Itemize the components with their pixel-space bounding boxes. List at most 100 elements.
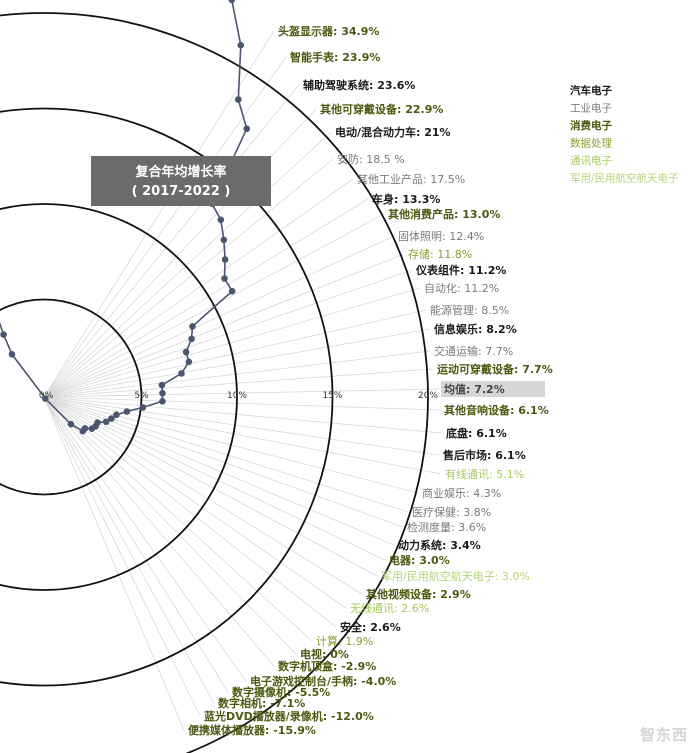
data-point <box>88 425 96 432</box>
data-point <box>221 256 229 263</box>
category-labels: 头盔显示器: 34.9% 智能手表: 23.9% 辅助驾驶系统: 23.6% 其他可穿… <box>188 24 553 737</box>
category-label: 均值: 7.2% <box>444 382 505 396</box>
spoke <box>43 309 427 398</box>
legend-item-consumer: 消费电子 <box>570 119 612 132</box>
tick-label: 10% <box>227 391 247 401</box>
spoke <box>43 396 386 561</box>
spoke <box>43 269 413 398</box>
category-label: 数字相机: -7.1% <box>218 696 305 710</box>
title-box: 复合年均增长率 ( 2017-2022 ) <box>91 156 271 206</box>
data-point <box>185 358 193 366</box>
spoke <box>43 108 317 398</box>
data-point <box>102 418 110 426</box>
category-label: 车身: 13.3% <box>372 192 440 206</box>
category-label: 蓝光DVD播放器/录像机: -12.0% <box>204 709 374 723</box>
category-label: 电子游戏控制台/手柄: -4.0% <box>250 674 396 688</box>
category-label: 信息娱乐: 8.2% <box>434 322 517 336</box>
category-label: 其他可穿戴设备: 22.9% <box>320 102 443 116</box>
rings <box>0 12 429 753</box>
category-label: 计算: 1.9% <box>316 634 373 648</box>
category-label: 头盔显示器: 34.9% <box>278 24 379 38</box>
spoke <box>43 396 442 475</box>
spoke <box>43 84 300 398</box>
chart-subtitle: ( 2017-2022 ) <box>132 184 231 199</box>
spoke <box>43 396 201 717</box>
tick-label: 15% <box>322 391 342 401</box>
data-point <box>108 415 115 422</box>
data-point <box>67 420 75 428</box>
spoke <box>43 396 347 609</box>
data-point <box>237 41 245 49</box>
spoke <box>43 396 378 577</box>
category-label: 数字摄像机: -5.5% <box>232 685 330 699</box>
spoke <box>43 158 334 398</box>
data-point <box>189 323 196 330</box>
data-point <box>113 411 120 419</box>
tick-label: 5% <box>134 391 149 401</box>
category-label: 其他音响设备: 6.1% <box>444 403 549 417</box>
spoke <box>43 30 275 398</box>
data-point <box>228 0 236 4</box>
data-point <box>235 96 242 103</box>
spoke <box>43 396 337 628</box>
spoke <box>43 178 354 398</box>
spoke <box>43 396 440 456</box>
category-label: 交通运输: 7.7% <box>434 344 513 358</box>
spoke <box>43 396 229 693</box>
data-point <box>220 236 228 244</box>
category-label: 动力系统: 3.4% <box>398 538 481 552</box>
category-label: 检测度量: 3.6% <box>407 520 486 534</box>
spoke <box>43 287 421 398</box>
spoke <box>43 198 369 398</box>
ring-20 <box>0 12 429 753</box>
data-point <box>228 287 236 295</box>
spoke <box>43 396 215 704</box>
spoke <box>43 56 287 398</box>
category-label: 售后市场: 6.1% <box>442 448 526 462</box>
mean-highlight <box>441 381 545 397</box>
spoke <box>43 396 247 682</box>
data-point <box>182 348 190 356</box>
spoke <box>43 350 431 398</box>
category-label: 无线通讯: 2.6% <box>350 601 429 615</box>
spoke <box>43 396 185 731</box>
spoke <box>43 131 332 398</box>
data-point <box>188 335 195 343</box>
category-label: 能源管理: 8.5% <box>430 303 509 317</box>
category-label: 仪表组件: 11.2% <box>415 263 506 277</box>
data-point <box>221 275 228 282</box>
title-box-bg <box>91 156 271 206</box>
spoke <box>43 396 313 642</box>
data-point <box>42 395 49 402</box>
category-label: 其他工业产品: 17.5% <box>357 172 465 186</box>
category-label: 电动/混合动力车: 21% <box>335 125 451 139</box>
legend-item-industrial: 工业电子 <box>570 102 612 115</box>
spoke <box>43 368 434 398</box>
category-label: 安全: 2.6% <box>340 620 401 634</box>
legend-item-data: 数据处理 <box>570 137 612 150</box>
category-label: 商业娱乐: 4.3% <box>422 486 501 500</box>
category-label: 数字机顶盒: -2.9% <box>278 659 376 673</box>
data-point <box>159 397 166 405</box>
category-label: 有线通讯: 5.1% <box>445 467 524 481</box>
chart-title: 复合年均增长率 <box>134 164 226 180</box>
data-point <box>243 125 251 133</box>
spokes <box>43 30 443 731</box>
category-label: 存储: 11.8% <box>408 247 472 261</box>
data-point <box>0 331 7 338</box>
spoke <box>43 396 409 513</box>
legend-item-comm: 通讯电子 <box>570 154 612 167</box>
spoke <box>43 388 441 398</box>
watermark: 智东西 <box>639 726 688 744</box>
data-point <box>217 216 225 224</box>
spoke <box>43 396 404 528</box>
category-label: 电器: 3.0% <box>389 553 450 567</box>
category-label: 医疗保健: 3.8% <box>412 505 491 519</box>
data-point <box>178 370 185 377</box>
data-point <box>139 404 147 411</box>
ring-10 <box>0 203 238 591</box>
data-points <box>0 0 251 435</box>
ring-15 <box>0 107 334 687</box>
data-point <box>79 427 87 435</box>
